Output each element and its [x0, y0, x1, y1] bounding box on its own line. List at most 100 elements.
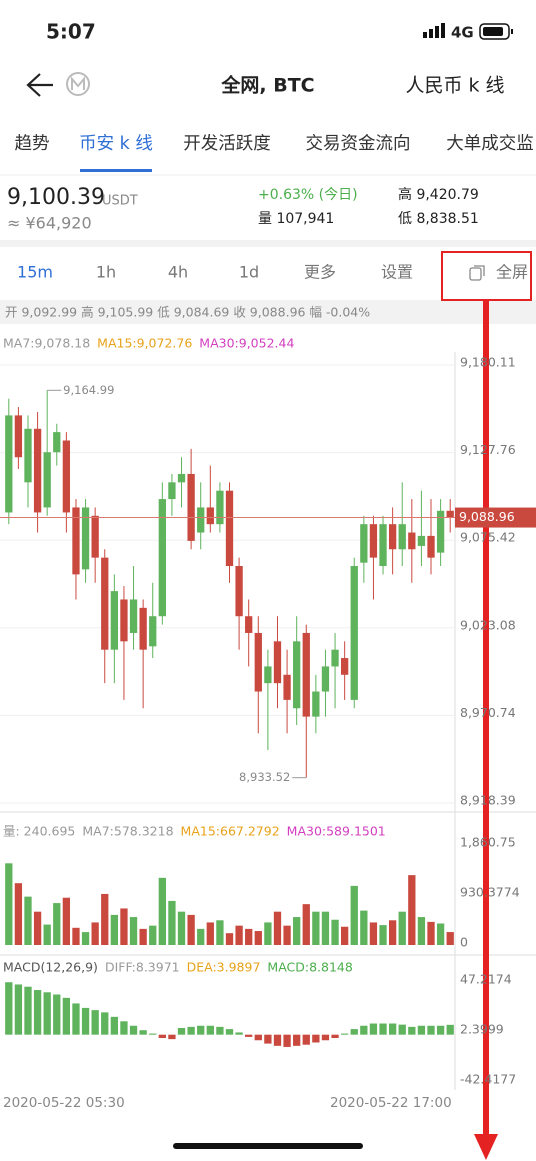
y-tick-label: 9,075.42 — [460, 530, 516, 545]
volume-bar — [379, 925, 387, 945]
battery-icon — [479, 23, 513, 40]
macd-bar — [436, 1025, 445, 1035]
macd-bar — [417, 1025, 426, 1035]
interval-button[interactable]: 全屏 — [496, 263, 528, 282]
candle-body — [369, 524, 378, 558]
volume-bar — [360, 910, 368, 945]
interval-button[interactable]: 4h — [168, 263, 188, 282]
tab[interactable]: 大单成交监 — [446, 134, 534, 154]
macd-bar — [62, 997, 71, 1035]
ohlc-info: 开 9,092.99 高 9,105.99 低 9,084.69 收 9,088… — [5, 305, 370, 320]
macd-bar — [177, 1027, 186, 1035]
volume-bar — [149, 925, 157, 945]
macd-bar — [312, 1034, 320, 1043]
volume-bar — [53, 903, 61, 945]
legend-entry: MA30:9,052.44 — [199, 336, 294, 351]
candle-body — [139, 607, 147, 650]
candle-body — [72, 507, 80, 575]
date-label: 2020-05-22 05:30 — [3, 1095, 125, 1111]
candle-body — [379, 524, 387, 567]
volume-bar — [206, 922, 214, 945]
volume-bar — [283, 925, 291, 945]
interval-button[interactable]: 1d — [239, 263, 259, 282]
candle-body — [149, 616, 157, 647]
volume-bar — [5, 863, 13, 945]
volume-bar — [62, 897, 71, 945]
volume-bar — [24, 896, 32, 945]
interval-button[interactable]: 设置 — [381, 263, 413, 282]
macd-bar — [369, 1023, 378, 1035]
tab[interactable]: 趋势 — [15, 134, 50, 154]
macd-bar — [350, 1029, 358, 1035]
candle-body — [235, 566, 243, 617]
candle-body — [24, 428, 32, 483]
volume-bar — [197, 928, 205, 945]
tab[interactable]: 交易资金流向 — [306, 134, 411, 154]
volume-bar — [101, 893, 109, 945]
y-tick-label: 0 — [460, 935, 468, 950]
legend-entry: DEA:3.9897 — [187, 960, 261, 975]
volume-bar — [225, 933, 234, 945]
y-tick-label: 9,127.76 — [460, 442, 516, 457]
tab[interactable]: 币安 k 线 — [79, 134, 153, 154]
macd-bar — [206, 1025, 214, 1035]
volume-bar — [72, 927, 80, 945]
legend-entry: DIFF:8.3971 — [105, 960, 180, 975]
y-tick-label: 8,970.74 — [460, 705, 516, 720]
volume-bar — [427, 921, 435, 945]
candle-body — [110, 591, 118, 650]
volume-bar — [312, 911, 320, 945]
volume-bar — [302, 904, 310, 945]
macd-bar — [101, 1012, 109, 1035]
volume-bar — [254, 931, 262, 945]
interval-button[interactable]: 15m — [17, 263, 53, 282]
nav-right[interactable]: 人民币 k 线 — [405, 75, 504, 97]
macd-bar — [91, 1010, 99, 1035]
candle-body — [446, 510, 454, 518]
macd-bar — [120, 1021, 128, 1035]
nav-title: 全网, BTC — [220, 74, 314, 97]
y-tick-label: 8,918.39 — [460, 793, 516, 808]
volume-bar — [245, 928, 253, 945]
candle-body — [129, 599, 138, 633]
candle-body — [273, 641, 282, 684]
macd-bar — [24, 986, 32, 1035]
volume-bar — [369, 922, 378, 945]
macd-bar — [235, 1032, 243, 1035]
ohlc-band — [0, 300, 536, 324]
candle-body — [293, 641, 301, 709]
volume-bar — [120, 908, 128, 945]
macd-bar — [53, 994, 61, 1035]
candle-body — [158, 499, 166, 617]
macd-bar — [216, 1026, 224, 1035]
volume-bar — [350, 885, 358, 945]
volume-bar — [129, 917, 138, 945]
macd-bar — [14, 984, 23, 1035]
volume-bar — [341, 926, 349, 945]
volume-bar — [168, 900, 176, 945]
volume-bar — [273, 911, 282, 945]
macd-bar — [293, 1034, 301, 1046]
volume-bar — [139, 928, 147, 945]
macd-bar — [427, 1025, 435, 1035]
candle-body — [283, 674, 291, 700]
interval-button[interactable]: 更多 — [304, 263, 336, 282]
candle-body — [5, 415, 13, 513]
candle-body — [225, 490, 234, 567]
volume-bar — [216, 920, 224, 945]
candle-body — [81, 507, 90, 570]
macd-bar — [158, 1034, 166, 1039]
interval-button[interactable]: 1h — [96, 263, 116, 282]
legend-entry: MACD(12,26,9) — [3, 960, 98, 975]
candle-body — [216, 490, 224, 525]
tab[interactable]: 开发活跃度 — [183, 134, 271, 154]
max-label: 9,164.99 — [63, 383, 114, 397]
macd-bar — [81, 1007, 90, 1035]
macd-bar — [187, 1026, 195, 1035]
macd-bar — [273, 1034, 282, 1046]
candle-body — [321, 666, 330, 692]
back-button[interactable] — [26, 73, 53, 97]
candle-body — [264, 666, 272, 684]
